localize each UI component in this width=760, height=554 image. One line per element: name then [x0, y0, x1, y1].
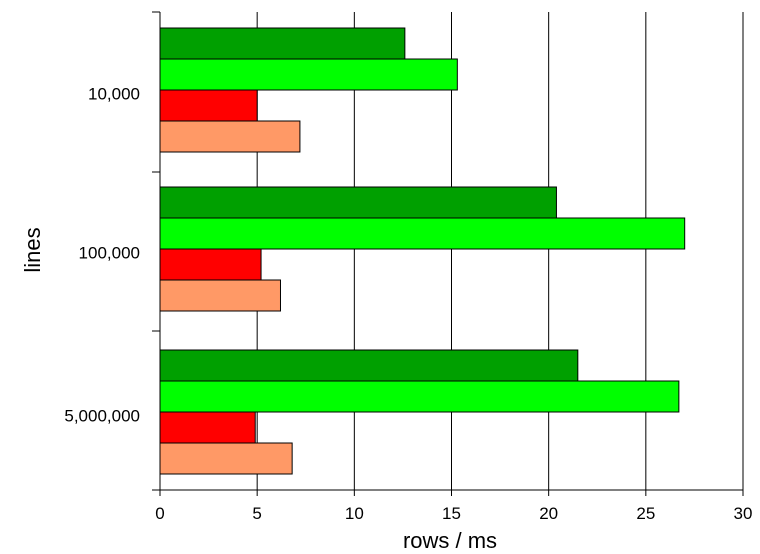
- bar: [159, 27, 406, 60]
- x-axis-title: rows / ms: [403, 528, 497, 553]
- bar: [159, 279, 281, 312]
- bar: [159, 380, 680, 413]
- x-tick-label: 20: [539, 504, 558, 523]
- bar: [159, 248, 262, 281]
- y-tick-labels: 10,000 100,000 5,000,000: [64, 85, 140, 426]
- x-tick-label: 30: [734, 504, 753, 523]
- y-tick-label: 5,000,000: [64, 407, 140, 426]
- x-tick-label: 0: [155, 504, 164, 523]
- bar: [159, 349, 579, 382]
- bar: [159, 217, 686, 250]
- x-tick-label: 15: [442, 504, 461, 523]
- x-tick-label: 5: [252, 504, 261, 523]
- bars: [159, 27, 686, 475]
- bar: [159, 411, 256, 444]
- x-tick-labels: 0 5 10 15 20 25 30: [155, 504, 752, 523]
- y-tick-label: 10,000: [88, 85, 140, 104]
- x-tick-label: 10: [345, 504, 364, 523]
- bar: [159, 120, 301, 153]
- x-tick-label: 25: [636, 504, 655, 523]
- y-axis-title: lines: [20, 227, 45, 272]
- bar: [159, 186, 557, 219]
- bar: [159, 442, 293, 475]
- bar: [159, 89, 258, 122]
- y-tick-label: 100,000: [79, 244, 140, 263]
- axes: [152, 11, 744, 496]
- bar: [159, 58, 458, 91]
